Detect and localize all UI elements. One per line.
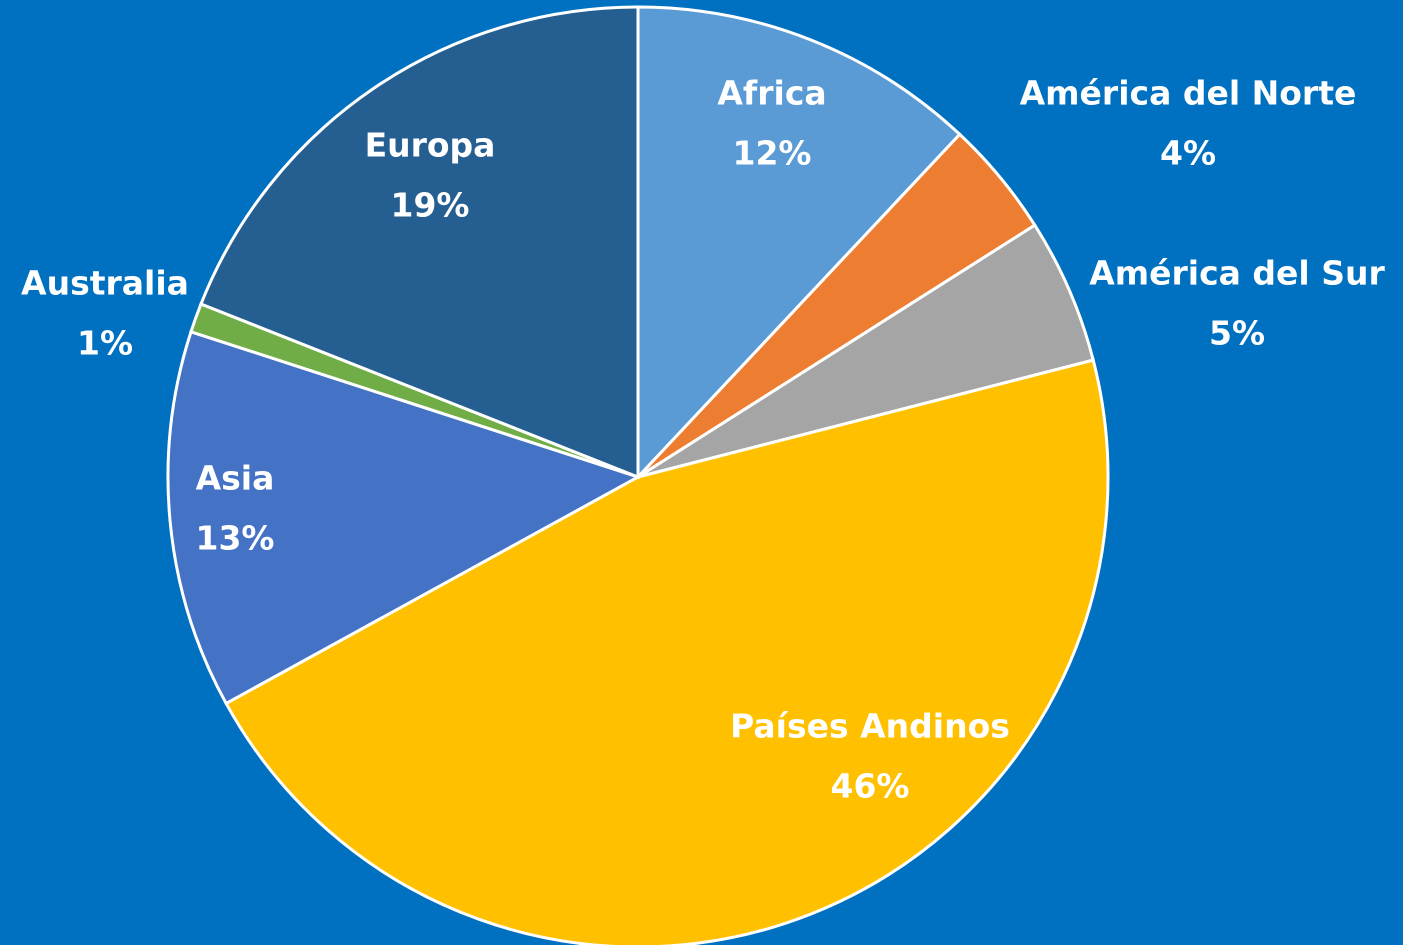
pie-slice (637, 223, 1096, 479)
slice-value-label: 4% (1160, 134, 1216, 173)
slice-label: Europa (365, 126, 496, 165)
slice-label: Países Andinos (730, 707, 1010, 746)
slice-value-label: 12% (733, 134, 812, 173)
slice-value-label: 19% (391, 186, 470, 225)
slice-label: Africa (717, 74, 826, 113)
slice-label: Asia (196, 459, 275, 498)
slice-value-label: 1% (77, 324, 133, 363)
slice-label: América del Norte (1020, 74, 1357, 113)
slice-label: Australia (21, 264, 189, 303)
pie-slice (636, 5, 962, 481)
slice-value-label: 46% (831, 767, 910, 806)
slice-label: América del Sur (1089, 254, 1385, 293)
pie-slice (224, 358, 1110, 945)
pie-slice (199, 5, 640, 480)
slice-value-label: 5% (1209, 314, 1265, 353)
pie-slice (166, 329, 642, 706)
slice-value-label: 13% (196, 519, 275, 558)
